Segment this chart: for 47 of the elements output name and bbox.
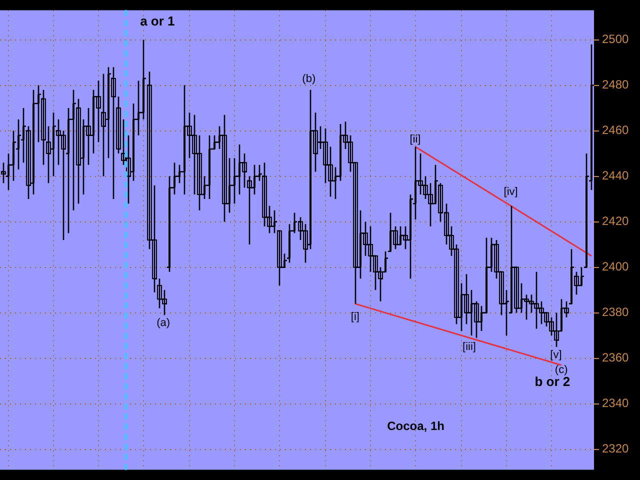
annotation: b or 2 [534,374,570,390]
candlestick [206,134,213,200]
candlestick [307,89,314,250]
annotation: [ii] [410,133,421,146]
candlestick [578,266,585,286]
candlestick [533,271,540,330]
candlestick [367,226,374,273]
y-tick-label: 2480 [602,78,630,92]
candlestick [196,134,203,212]
candlestick [50,112,57,177]
candlestick [0,162,7,184]
y-tick-label: 2500 [602,32,630,46]
annotation: [iii] [462,341,476,354]
y-tick-label: 2340 [602,396,630,410]
annotation: (b) [302,73,316,86]
y-tick-label: 2320 [602,442,630,456]
candlestick [115,96,122,154]
candlestick [191,114,198,196]
candlestick [105,66,112,159]
text: Cocoa, 1h [387,418,444,433]
candlestick [548,316,555,336]
candlestick [568,248,575,304]
y-tick-label: 2360 [602,350,630,365]
annotation: a or 1 [140,13,175,28]
annotation: [i] [350,310,360,323]
candlestick [110,66,117,200]
candlestick [181,84,188,196]
candlestick [322,128,329,184]
annotation: (c) [554,364,568,376]
candlestick [387,212,394,252]
y-tick-label: 2380 [602,305,630,320]
y-tick-label: 2440 [602,168,630,183]
candlestick [30,89,37,196]
candlestick [40,89,47,166]
annotation: (a) [156,317,170,330]
annotation: [iv] [504,186,518,198]
candlestick [397,226,404,246]
y-tick-label: 2420 [602,214,630,228]
candlestick [276,230,283,286]
candlestick [75,98,82,204]
y-tick-label: 2460 [602,123,630,138]
candlestick [271,210,278,234]
y-tick-label: 2400 [602,260,630,274]
annotation: [v] [550,348,562,361]
candlestick [221,114,228,222]
candlestick [15,118,22,170]
candlestick [20,107,27,164]
